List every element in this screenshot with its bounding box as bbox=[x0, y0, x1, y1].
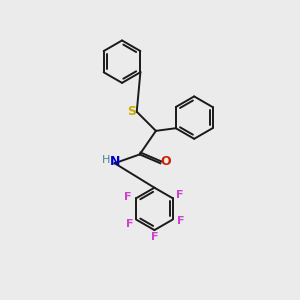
Text: S: S bbox=[127, 105, 136, 118]
Text: F: F bbox=[126, 219, 133, 229]
Text: F: F bbox=[124, 192, 132, 202]
Text: N: N bbox=[110, 155, 120, 168]
Text: F: F bbox=[177, 216, 185, 226]
Text: F: F bbox=[151, 232, 158, 242]
Text: F: F bbox=[176, 190, 183, 200]
Text: H: H bbox=[102, 155, 111, 165]
Text: O: O bbox=[160, 155, 171, 168]
